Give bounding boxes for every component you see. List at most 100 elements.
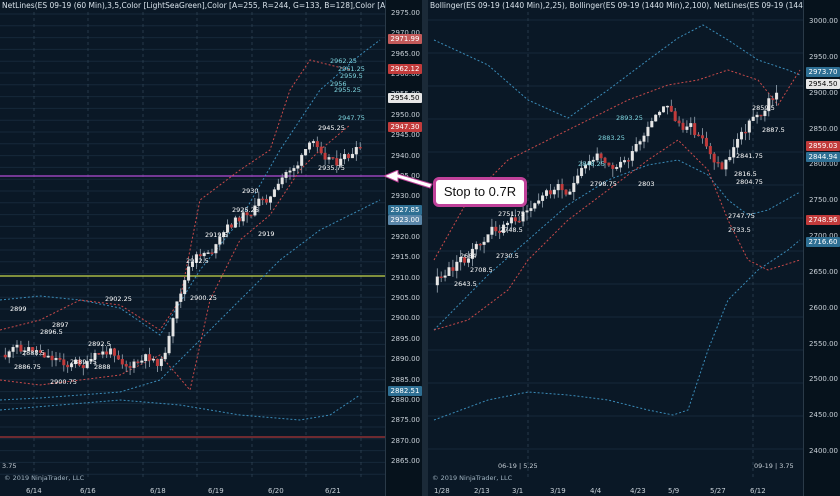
price-level-label: 2899 (10, 305, 27, 313)
candle-body (229, 224, 233, 228)
candle-body (42, 352, 46, 358)
candle-body (740, 131, 744, 140)
price-tag: 2927.85 (388, 205, 422, 215)
price-level-label: 2747.75 (728, 212, 755, 220)
candle-body (439, 276, 443, 278)
candle-body (194, 254, 198, 263)
left-price-axis[interactable]: 2975.002970.002965.002960.002955.002950.… (385, 0, 422, 496)
candle-body (343, 154, 347, 160)
candle-body (677, 120, 681, 124)
price-axis-tick: 2400.00 (809, 447, 838, 455)
candle-body (498, 230, 502, 233)
candle-body (650, 120, 654, 128)
candle-body (358, 147, 362, 149)
price-axis-tick: 2920.00 (391, 233, 420, 241)
candle-body (572, 182, 576, 193)
price-level-label: 2919 (258, 230, 275, 238)
time-axis-tick: 5/27 (710, 487, 726, 495)
price-tag: 2954.50 (806, 79, 840, 89)
price-axis-tick: 2450.00 (809, 411, 838, 420)
price-axis-tick: 2950.00 (391, 110, 420, 119)
candle-body (354, 147, 358, 155)
left-chart-panel[interactable]: 2962.25 2961.25 2959.5 2956 2955.25 2947.75 29… (0, 0, 422, 496)
time-axis-tick: 6/20 (268, 487, 284, 495)
candle-body (140, 360, 144, 363)
candle-body (7, 351, 11, 358)
lower-band-outer (0, 199, 381, 401)
candle-body (595, 153, 599, 161)
candle-body (319, 146, 323, 154)
price-level-label: 2730.5 (496, 252, 519, 260)
candle-body (685, 126, 689, 130)
candle-body (265, 198, 269, 203)
price-tag: 2962.12 (388, 64, 422, 74)
candle-body (11, 347, 15, 352)
candle-body (304, 149, 308, 156)
candle-body (120, 359, 124, 365)
candle-body (490, 226, 494, 235)
candle-body (689, 123, 693, 127)
price-tag: 2882.51 (388, 386, 422, 396)
price-axis-tick: 2875.00 (391, 416, 420, 425)
candle-body (763, 110, 767, 117)
price-axis-tick: 2945.00 (391, 131, 420, 140)
candle-body (759, 114, 763, 117)
price-axis-tick: 2895.00 (391, 334, 420, 343)
price-level-label: 2643.5 (454, 280, 477, 288)
price-level-label: 2930 (242, 187, 259, 195)
candle-body (619, 161, 623, 168)
time-axis-tick: 6/21 (325, 487, 341, 495)
candle-body (350, 153, 354, 159)
candle-body (31, 347, 35, 352)
candle-body (669, 105, 673, 112)
price-axis-tick: 2800.00 (809, 160, 838, 169)
candle-body (580, 167, 584, 177)
candle-body (771, 98, 775, 100)
price-level-label: 2892.5 (88, 340, 111, 348)
candle-body (654, 114, 658, 122)
price-level-label: 2947.75 (338, 114, 365, 122)
right-price-axis[interactable]: 3000.00 2950.00 2900.00 2850.00 2800.00 2750.… (803, 0, 840, 496)
stop-annotation-callout: Stop to 0.7R (433, 177, 527, 207)
candle-body (732, 147, 736, 158)
candle-body (568, 191, 572, 195)
candle-body (525, 210, 529, 213)
candle-body (720, 162, 724, 170)
price-level-label: 2945.25 (318, 124, 345, 132)
candle-body (198, 254, 202, 257)
candle-body (85, 361, 89, 369)
candle-body (634, 144, 638, 152)
price-tag: 2844.94 (806, 152, 840, 162)
short-upper-band (433, 69, 801, 261)
candle-body (210, 252, 214, 254)
candle-body (339, 158, 343, 166)
candle-body (159, 358, 163, 367)
candle-body (89, 359, 93, 362)
upper-band-outer (0, 39, 381, 336)
price-axis-tick: 2890.00 (391, 355, 420, 364)
candle-body (564, 189, 568, 195)
candle-body (272, 189, 276, 197)
candle-body (269, 196, 273, 203)
chart-splitter[interactable] (422, 0, 428, 496)
price-tag: 2748.96 (806, 215, 840, 225)
candle-body (128, 366, 132, 368)
candle-body (747, 120, 751, 133)
price-axis-tick: 2910.00 (391, 273, 420, 282)
right-chart-panel[interactable]: 2893.25 2883.25 2848.25 2798.75 2803 2751.75 2… (428, 0, 840, 496)
candle-body (77, 359, 81, 366)
time-axis-tick: 5/9 (668, 487, 680, 495)
candle-body (276, 183, 280, 190)
candle-body (50, 355, 54, 361)
candle-body (505, 222, 509, 226)
candle-body (521, 211, 525, 222)
candle-body (697, 134, 701, 137)
price-tag: 2947.30 (388, 122, 422, 132)
candle-body (576, 175, 580, 184)
price-axis-tick: 2870.00 (391, 436, 420, 445)
price-tag: 2973.70 (806, 67, 840, 77)
right-price-chart[interactable]: 2893.25 2883.25 2848.25 2798.75 2803 2751.75 2… (428, 0, 840, 496)
candle-body (35, 350, 39, 352)
candle-body (701, 135, 705, 139)
